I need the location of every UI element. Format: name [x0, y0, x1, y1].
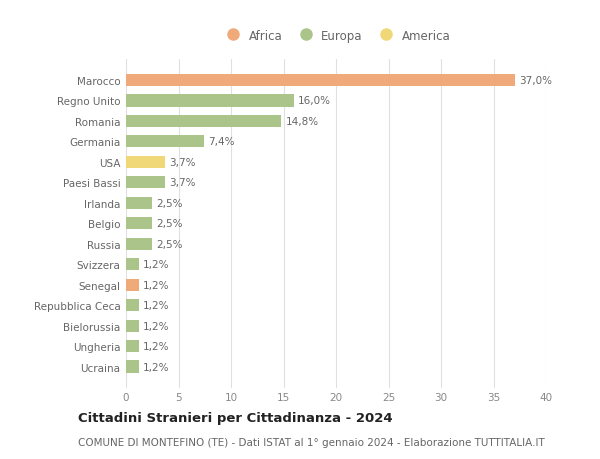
- Text: 2,5%: 2,5%: [157, 198, 183, 208]
- Bar: [126, 299, 139, 312]
- Legend: Africa, Europa, America: Africa, Europa, America: [221, 29, 451, 42]
- Text: 1,2%: 1,2%: [143, 301, 169, 310]
- Bar: [126, 136, 204, 148]
- Text: 3,7%: 3,7%: [169, 178, 196, 188]
- Text: 14,8%: 14,8%: [286, 117, 319, 127]
- Text: 2,5%: 2,5%: [157, 239, 183, 249]
- Text: 3,7%: 3,7%: [169, 157, 196, 168]
- Bar: [126, 116, 281, 128]
- Bar: [126, 74, 515, 87]
- Text: COMUNE DI MONTEFINO (TE) - Dati ISTAT al 1° gennaio 2024 - Elaborazione TUTTITAL: COMUNE DI MONTEFINO (TE) - Dati ISTAT al…: [78, 437, 545, 448]
- Text: 1,2%: 1,2%: [143, 362, 169, 372]
- Bar: [126, 361, 139, 373]
- Text: 37,0%: 37,0%: [519, 76, 552, 86]
- Bar: [126, 197, 152, 209]
- Text: Cittadini Stranieri per Cittadinanza - 2024: Cittadini Stranieri per Cittadinanza - 2…: [78, 412, 392, 425]
- Bar: [126, 95, 294, 107]
- Bar: [126, 258, 139, 271]
- Text: 1,2%: 1,2%: [143, 321, 169, 331]
- Text: 1,2%: 1,2%: [143, 280, 169, 290]
- Text: 2,5%: 2,5%: [157, 219, 183, 229]
- Bar: [126, 279, 139, 291]
- Bar: [126, 218, 152, 230]
- Text: 16,0%: 16,0%: [298, 96, 331, 106]
- Bar: [126, 157, 165, 168]
- Bar: [126, 340, 139, 353]
- Bar: [126, 238, 152, 250]
- Bar: [126, 320, 139, 332]
- Text: 7,4%: 7,4%: [208, 137, 235, 147]
- Text: 1,2%: 1,2%: [143, 341, 169, 351]
- Bar: [126, 177, 165, 189]
- Text: 1,2%: 1,2%: [143, 260, 169, 269]
